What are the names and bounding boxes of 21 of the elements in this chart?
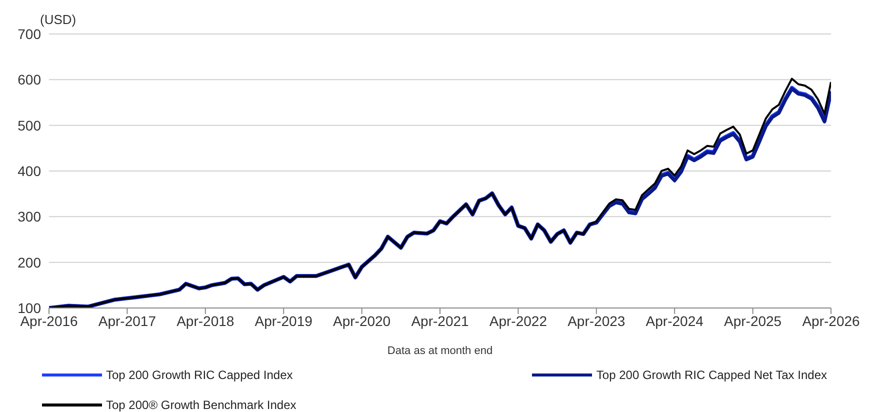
y-tick-label: 300 xyxy=(18,208,42,225)
legend-label: Top 200 Growth RIC Capped Index xyxy=(106,368,293,382)
x-tick-label: Apr-2025 xyxy=(724,312,782,329)
x-tick-label: Apr-2020 xyxy=(333,312,391,329)
x-tick-label: Apr-2021 xyxy=(411,312,470,329)
y-tick-label: 400 xyxy=(18,162,42,179)
x-tick-label: Apr-2018 xyxy=(176,312,234,329)
x-tick-label: Apr-2017 xyxy=(98,312,156,329)
x-axis-title: Data as at month end xyxy=(387,345,493,357)
y-tick-label: 500 xyxy=(18,117,42,134)
x-tick-label: Apr-2019 xyxy=(254,312,313,329)
y-axis-title: (USD) xyxy=(40,12,76,27)
x-tick-label: Apr-2023 xyxy=(568,312,626,329)
legend-label: Top 200 Growth RIC Capped Net Tax Index xyxy=(596,368,827,382)
x-tick-label: Apr-2026 xyxy=(802,312,860,329)
y-tick-label: 200 xyxy=(18,254,42,270)
legend-label: Top 200® Growth Benchmark Index xyxy=(106,398,296,412)
x-tick-label: Apr-2022 xyxy=(489,312,548,329)
y-tick-label: 600 xyxy=(18,72,42,88)
x-tick-label: Apr-2024 xyxy=(646,312,704,329)
y-tick-label: 700 xyxy=(18,26,42,42)
